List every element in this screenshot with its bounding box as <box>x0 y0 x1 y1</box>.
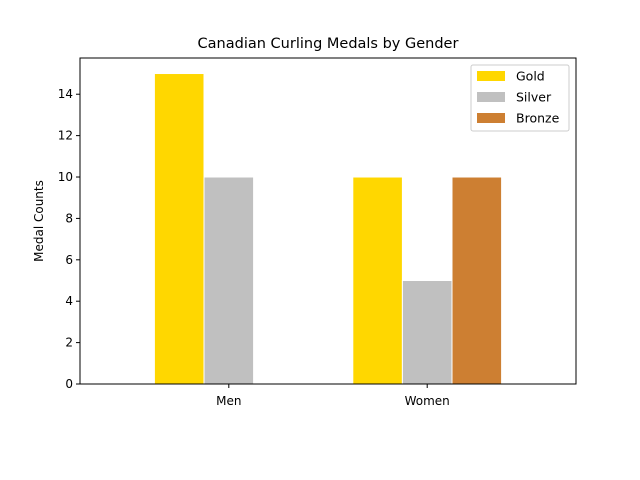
legend-label-silver: Silver <box>516 90 552 105</box>
bar-silver-men <box>203 176 255 385</box>
y-tick-label: 8 <box>65 211 73 225</box>
x-ticks-group: Men Women <box>216 384 450 408</box>
y-tick-label: 12 <box>58 129 73 143</box>
x-tick-label: Men <box>216 394 241 408</box>
bar-gold-men <box>153 73 205 385</box>
y-tick-label: 4 <box>65 294 73 308</box>
bar-bronze-women <box>451 176 503 385</box>
bar-silver-women <box>401 280 453 385</box>
bars-group <box>153 73 503 385</box>
legend-swatch-gold <box>477 71 505 81</box>
y-tick-label: 6 <box>65 253 73 267</box>
y-tick-label: 14 <box>58 87 73 101</box>
chart-title: Canadian Curling Medals by Gender <box>198 36 459 52</box>
legend-swatch-silver <box>477 92 505 102</box>
y-tick-label: 0 <box>65 377 73 391</box>
y-tick-label: 2 <box>65 336 73 350</box>
legend-label-gold: Gold <box>516 69 545 84</box>
legend-swatch-bronze <box>477 113 505 123</box>
plot-frame <box>79 57 577 385</box>
y-ticks-group: 0 2 4 6 8 10 12 14 <box>58 87 80 391</box>
legend-label-bronze: Bronze <box>516 111 560 126</box>
x-tick-label: Women <box>405 394 450 408</box>
y-tick-label: 10 <box>58 170 73 184</box>
bar-gold-women <box>352 176 403 385</box>
y-axis-label: Medal Counts <box>32 180 46 262</box>
legend: Gold Silver Bronze <box>470 64 570 132</box>
